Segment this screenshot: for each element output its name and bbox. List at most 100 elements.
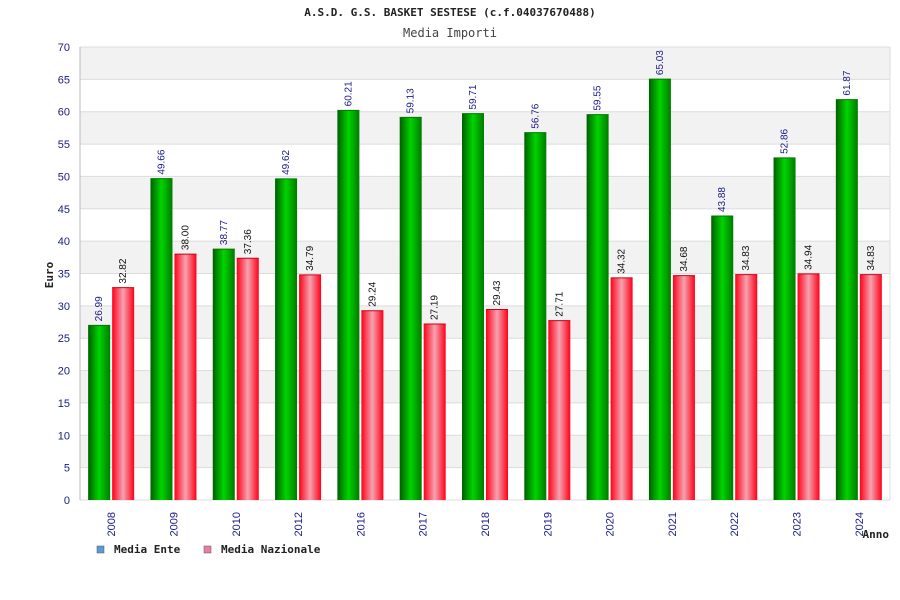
value-label: 59.71 (468, 84, 479, 109)
legend: Media Ente Media Nazionale (96, 543, 321, 556)
x-tick-label: 2017 (418, 512, 430, 536)
plot-band (80, 273, 890, 306)
value-label: 37.36 (243, 229, 254, 254)
plot-band (80, 402, 890, 436)
bar-media-ente (648, 79, 671, 501)
y-tick-label: 30 (58, 301, 70, 313)
y-tick-label: 70 (58, 42, 70, 54)
x-tick-label: 2010 (231, 512, 243, 536)
value-label: 60.21 (343, 81, 354, 106)
value-label: 27.71 (554, 291, 565, 316)
value-label: 29.24 (367, 281, 378, 306)
bar-media-ente (88, 325, 111, 500)
value-label: 32.82 (118, 258, 129, 283)
bar-media-nazionale (299, 274, 322, 500)
y-axis-label: Euro (43, 261, 56, 288)
bar-media-nazionale (672, 275, 695, 500)
value-label: 52.86 (780, 128, 791, 153)
y-tick-label: 25 (58, 333, 70, 345)
value-labels: 26.99 32.82 49.66 38.00 38.77 37.36 49.62 34.79… (94, 50, 877, 322)
y-tick-label: 40 (58, 236, 70, 248)
x-tick-label: 2012 (293, 512, 305, 536)
value-label: 65.03 (655, 50, 666, 75)
plot-band (80, 370, 890, 403)
y-tick-label: 15 (58, 398, 70, 410)
y-tick-label: 5 (64, 463, 70, 475)
value-label: 26.99 (94, 296, 105, 321)
y-tick-label: 10 (58, 430, 70, 442)
legend-swatch-media-nazionale (203, 545, 212, 554)
value-label: 34.32 (617, 248, 628, 273)
x-tick-label: 2018 (480, 512, 492, 536)
value-label: 38.77 (219, 220, 230, 245)
plot-band (80, 111, 890, 145)
value-label: 38.00 (180, 225, 191, 250)
legend-label-media-ente: Media Ente (114, 543, 181, 556)
plot-band (80, 241, 890, 274)
bar-media-nazionale (548, 320, 571, 500)
x-tick-label: 2022 (729, 512, 741, 536)
x-tick-label: 2024 (854, 512, 866, 536)
bar-media-ente (773, 157, 796, 500)
value-label: 43.88 (717, 187, 728, 212)
plot-band (80, 338, 890, 371)
x-tick-label: 2016 (355, 512, 367, 536)
bar-media-ente (462, 113, 484, 500)
plot-band (80, 435, 890, 468)
bars (88, 78, 882, 501)
y-tick-label: 65 (58, 74, 70, 86)
bar-media-nazionale (236, 258, 259, 500)
value-label: 59.55 (593, 85, 604, 110)
value-label: 49.62 (281, 149, 292, 174)
bar-media-nazionale (361, 310, 384, 500)
value-label: 34.83 (866, 245, 877, 270)
plot-band (80, 176, 890, 209)
y-tick-label: 20 (58, 366, 70, 378)
y-axis-ticks: 0 5 10 15 20 25 30 35 40 45 50 55 60 65 70 (58, 42, 70, 507)
x-tick-label: 2023 (792, 512, 804, 536)
value-label: 56.76 (530, 103, 541, 128)
value-label: 34.94 (804, 244, 815, 269)
plot-band (80, 47, 890, 80)
bar-media-ente (586, 114, 609, 500)
x-tick-label: 2019 (542, 512, 554, 536)
bar-media-nazionale (610, 277, 633, 500)
y-tick-label: 60 (58, 107, 70, 119)
y-tick-label: 50 (58, 171, 70, 183)
plot-band (80, 305, 890, 339)
bar-media-nazionale (423, 324, 446, 500)
bar-media-ente (212, 249, 235, 500)
bar-media-ente (275, 178, 298, 501)
x-axis-label: Anno (863, 528, 890, 541)
bar-media-ente (711, 216, 734, 501)
x-tick-label: 2021 (667, 512, 679, 536)
value-label: 34.79 (305, 245, 316, 270)
chart-title: A.S.D. G.S. BASKET SESTESE (c.f.04037670… (304, 6, 595, 19)
x-tick-label: 2009 (168, 512, 180, 536)
value-label: 29.43 (492, 280, 503, 305)
bar-media-ente (150, 178, 173, 501)
bar-media-ente (399, 117, 422, 501)
legend-swatch-media-ente (96, 545, 105, 554)
plot-band (80, 144, 890, 177)
plot-band (80, 79, 890, 112)
value-label: 27.19 (430, 295, 441, 320)
bar-media-nazionale (859, 274, 882, 500)
x-axis-ticks: 2008 2009 2010 2012 2016 2017 2018 2019 2020 2021… (106, 512, 866, 536)
bar-media-nazionale (797, 273, 820, 500)
bar-media-ente (835, 99, 858, 500)
bar-media-nazionale (174, 254, 197, 500)
y-tick-label: 0 (64, 495, 70, 507)
value-label: 49.66 (156, 149, 167, 174)
bar-media-ente (337, 110, 360, 500)
y-tick-label: 45 (58, 204, 70, 216)
bar-media-nazionale (112, 287, 135, 500)
y-tick-label: 35 (58, 269, 70, 281)
bar-media-nazionale (735, 274, 758, 500)
plot-band (80, 467, 890, 500)
plot-band (80, 208, 890, 242)
legend-label-media-nazionale: Media Nazionale (221, 543, 321, 556)
value-label: 34.83 (741, 245, 752, 270)
x-tick-label: 2020 (605, 512, 617, 536)
